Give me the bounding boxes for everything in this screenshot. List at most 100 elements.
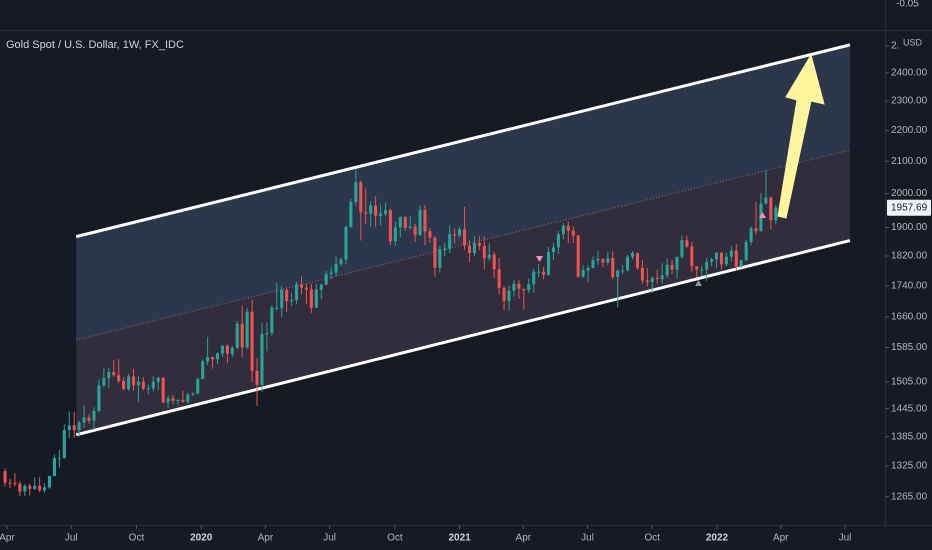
x-tick-label: 2021	[448, 533, 471, 544]
candle-body	[304, 287, 308, 290]
y-tick-label: 2400.00	[891, 68, 928, 79]
candle-body	[285, 289, 289, 302]
candle-body	[250, 311, 254, 371]
candle-body	[532, 271, 536, 285]
candle-body	[487, 254, 491, 259]
x-tick-label: Jul	[839, 533, 852, 544]
candle-body	[131, 376, 136, 386]
marker	[695, 280, 702, 286]
candle-body	[645, 280, 649, 282]
x-tick-label: Oct	[129, 533, 145, 544]
candle-body	[418, 209, 422, 235]
candle-body	[211, 357, 215, 360]
y-tick-label: 1820.00	[891, 251, 928, 262]
candle-body	[616, 270, 620, 278]
candle-body	[166, 398, 170, 403]
candle-body	[191, 393, 195, 395]
channel-fill	[76, 150, 850, 435]
candle-body	[724, 256, 728, 265]
candle-body	[507, 290, 511, 302]
candle-body	[714, 252, 719, 260]
x-tick-label: Jul	[65, 533, 78, 544]
candle-body	[354, 182, 358, 202]
candle-body	[47, 476, 52, 488]
x-tick-label: Apr	[516, 533, 532, 544]
candle-body	[57, 458, 61, 460]
candle-body	[136, 381, 140, 386]
candle-body	[290, 300, 294, 302]
candle-body	[383, 210, 388, 214]
candle-body	[497, 269, 501, 289]
x-tick-label: Jul	[581, 533, 594, 544]
candle-body	[453, 234, 457, 236]
candle-body	[621, 270, 625, 272]
candle-body	[542, 271, 546, 275]
candle-body	[334, 264, 338, 273]
x-tick-label: 2022	[706, 533, 729, 544]
candle-body	[171, 398, 175, 401]
last-price-label: 1957.69	[891, 202, 928, 213]
candle-body	[344, 226, 348, 260]
y-tick-label: 1900.00	[891, 222, 928, 233]
y-tick-label: 2100.00	[891, 156, 928, 167]
candle-body	[423, 209, 427, 232]
candle-body	[270, 307, 274, 334]
candle-body	[438, 249, 442, 268]
candle-body	[388, 210, 392, 242]
candle-body	[665, 264, 669, 276]
candle-body	[571, 230, 575, 236]
x-tick-label: Apr	[258, 533, 274, 544]
candle-body	[729, 250, 733, 257]
candle-body	[403, 217, 407, 228]
candle-body	[240, 323, 244, 348]
candle-body	[710, 259, 714, 262]
candle-body	[700, 269, 704, 271]
candle-body	[339, 259, 343, 265]
candle-body	[458, 229, 462, 236]
candle-body	[127, 376, 131, 390]
candle-body	[408, 226, 412, 228]
plot-area	[3, 43, 851, 497]
candle-body	[630, 253, 635, 257]
candle-body	[112, 372, 116, 376]
candle-body	[3, 471, 7, 483]
candle-body	[62, 430, 66, 459]
candle-body	[744, 241, 748, 261]
candle-body	[739, 260, 743, 267]
candle-body	[82, 417, 86, 423]
candle-body	[502, 288, 506, 302]
candle-body	[319, 284, 323, 290]
candle-body	[650, 277, 654, 282]
candle-body	[576, 235, 580, 277]
candle-body	[640, 267, 644, 281]
candle-body	[245, 311, 249, 348]
candle-body	[52, 458, 56, 477]
y-tick-label: 2200.00	[891, 125, 928, 136]
y-tick-label: 2000.00	[891, 188, 928, 199]
candle-body	[92, 410, 96, 421]
candle-body	[477, 243, 481, 246]
candle-body	[255, 370, 259, 385]
candle-body	[443, 248, 447, 250]
candle-body	[141, 381, 145, 389]
candle-body	[467, 245, 472, 254]
candle-body	[413, 226, 417, 235]
marker	[759, 212, 766, 218]
y-tick-label: 1325.00	[891, 461, 928, 472]
candle-body	[398, 217, 402, 228]
candle-body	[596, 258, 600, 261]
candle-body	[551, 247, 556, 252]
candle-body	[512, 283, 516, 291]
candle-body	[181, 400, 185, 402]
candle-body	[72, 425, 76, 431]
channel-fill	[76, 44, 850, 340]
candle-body	[428, 231, 432, 238]
candle-body	[660, 275, 664, 280]
currency-label: USD	[903, 37, 923, 47]
candle-body	[235, 323, 239, 348]
x-tick-label: Apr	[0, 533, 15, 544]
y-tick-label: 1385.00	[891, 431, 928, 442]
candle-body	[324, 274, 328, 285]
candle-body	[146, 388, 150, 390]
candle-body	[695, 266, 699, 270]
